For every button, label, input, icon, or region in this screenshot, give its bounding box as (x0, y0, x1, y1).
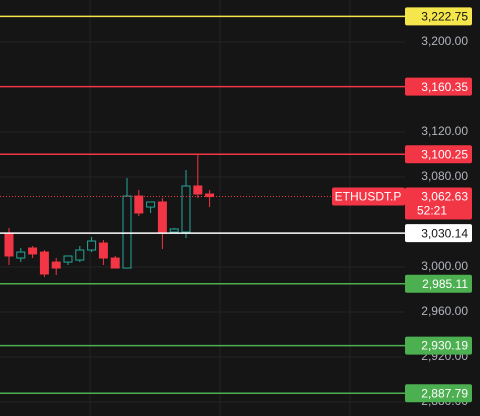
candle-body (122, 195, 132, 269)
candle-body (193, 185, 203, 195)
price-label-box (405, 384, 472, 403)
candle-body (87, 240, 97, 251)
candle-body (51, 261, 61, 269)
price-label-box (405, 336, 472, 355)
last-price-box (405, 187, 472, 220)
candle-body (28, 247, 38, 255)
y-tick-label: 3,120.00 (421, 124, 468, 138)
last-price-label: 3,062.63 (421, 190, 468, 204)
candle-body (16, 251, 26, 259)
price-label-box (405, 7, 472, 26)
price-label: 3,030.14 (421, 226, 468, 240)
price-label: 3,222.75 (421, 10, 468, 24)
price-label-box (405, 224, 472, 243)
candle-body (157, 201, 167, 234)
candle-body (205, 193, 215, 198)
price-label-box (405, 274, 472, 293)
symbol-label: ETHUSDT.P (335, 190, 402, 204)
candle-body (98, 242, 108, 259)
price-label: 2,985.11 (422, 277, 468, 291)
candle-body (169, 228, 179, 233)
price-label-box (405, 77, 472, 96)
candle-body (146, 201, 156, 208)
y-tick-label: 3,000.00 (421, 259, 468, 273)
countdown-label: 52:21 (417, 204, 447, 218)
candle-body (63, 255, 73, 263)
y-tick-label: 3,080.00 (421, 169, 468, 183)
price-label: 2,930.19 (421, 339, 468, 353)
y-tick-label: 2,960.00 (421, 304, 468, 318)
y-tick-label: 3,200.00 (421, 34, 468, 48)
candle-body (134, 195, 144, 214)
candle-body (39, 251, 49, 275)
price-label: 3,160.35 (421, 80, 468, 94)
price-label-box (405, 145, 472, 164)
candle-body (181, 185, 191, 233)
candle-body (4, 232, 14, 257)
candle-body (110, 257, 120, 269)
symbol-box (332, 187, 405, 206)
price-label: 2,887.79 (421, 386, 468, 400)
candle-body (75, 249, 85, 261)
price-label: 3,100.25 (421, 147, 468, 161)
